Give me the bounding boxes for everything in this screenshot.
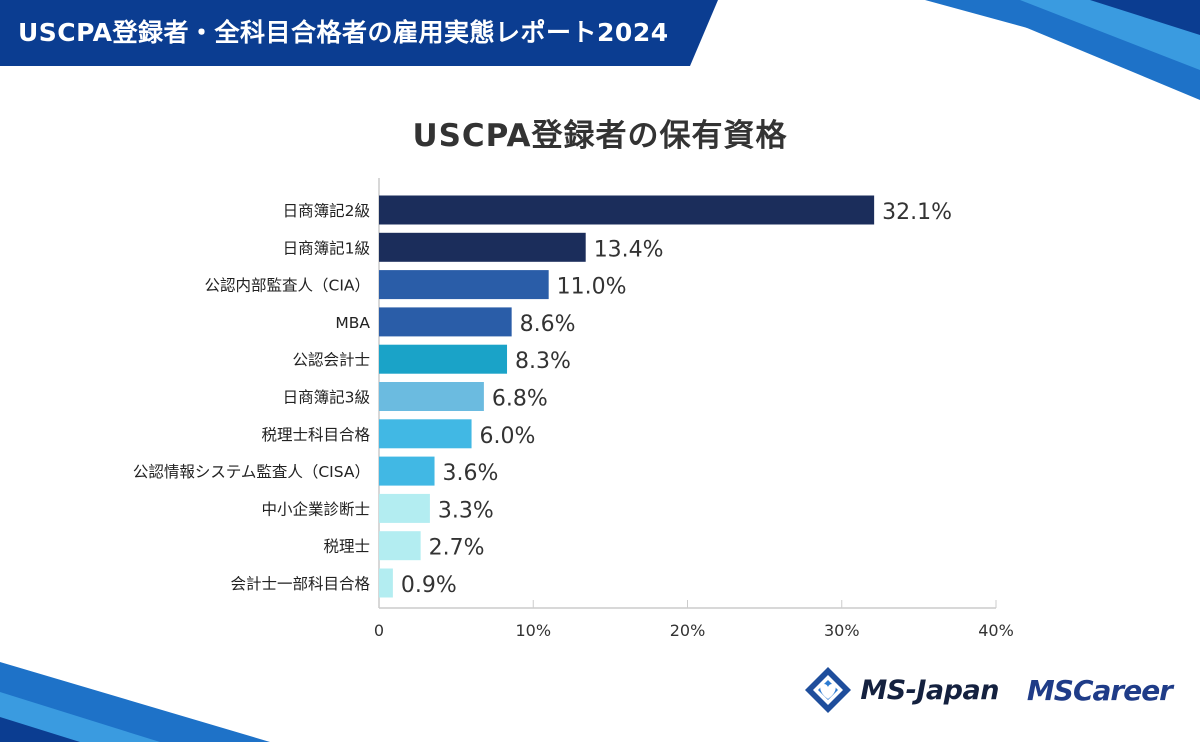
ms-japan-logo-icon (805, 667, 852, 713)
category-label: 日商簿記2級 (283, 202, 370, 220)
value-label: 32.1% (882, 200, 952, 225)
x-tick-label: 30% (824, 621, 860, 640)
category-label: 公認会計士 (292, 351, 370, 369)
value-label: 6.8% (492, 387, 548, 412)
category-label: MBA (335, 314, 370, 332)
bar (379, 493, 430, 523)
header-banner-shape (0, 0, 718, 66)
logos: MS-Japan MSCareer (804, 666, 1173, 714)
value-label: 13.4% (594, 237, 664, 262)
bar (379, 419, 472, 449)
value-label: 8.6% (520, 312, 576, 337)
bar (379, 307, 512, 337)
value-label: 3.6% (443, 461, 499, 486)
header-title: USCPA登録者・全科目合格者の雇用実態レポート2024 (18, 18, 669, 47)
ms-japan-logo: MS-Japan (804, 666, 999, 714)
category-label: 中小企業診断士 (261, 500, 370, 518)
corner-top-right-stripe-3 (1090, 0, 1200, 35)
ms-japan-text: MS-Japan (860, 674, 999, 706)
bar (379, 270, 549, 300)
corner-bottom-stripe-3 (0, 717, 80, 742)
corner-top-right (960, 0, 1200, 100)
value-label: 3.3% (438, 498, 494, 523)
category-label: 日商簿記1級 (283, 239, 370, 257)
bar (379, 344, 508, 374)
category-label: 会計士一部科目合格 (230, 575, 370, 593)
category-label: 公認情報システム監査人（CISA） (133, 463, 370, 481)
value-label: 6.0% (480, 424, 536, 449)
chart-title: USCPA登録者の保有資格 (412, 118, 788, 154)
x-tick-label: 40% (978, 621, 1014, 640)
x-tick-label: 0 (374, 621, 384, 640)
mscareer-logo: MSCareer (1026, 673, 1173, 707)
category-label: 税理士科目合格 (261, 426, 370, 444)
x-tick-label: 20% (670, 621, 706, 640)
category-label: 税理士 (323, 538, 370, 556)
value-label: 2.7% (429, 536, 485, 561)
bar (379, 456, 435, 486)
bar (379, 232, 586, 262)
bar (379, 531, 421, 561)
corner-bottom-left (0, 662, 270, 742)
value-label: 8.3% (515, 349, 571, 374)
category-label: 日商簿記3級 (283, 389, 370, 407)
value-label: 11.0% (557, 275, 627, 300)
bar (379, 568, 393, 598)
bar (379, 382, 484, 411)
bar (379, 195, 875, 225)
x-tick-label: 10% (515, 621, 551, 640)
value-label: 0.9% (401, 573, 457, 598)
category-label: 公認内部監査人（CIA） (205, 277, 371, 295)
